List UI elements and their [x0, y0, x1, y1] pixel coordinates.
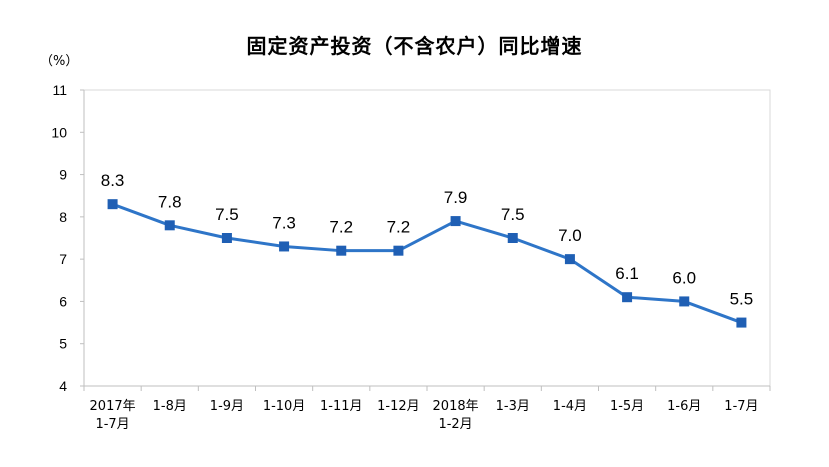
y-tick-label: 10 [51, 124, 67, 140]
data-point-marker [336, 245, 347, 256]
x-tick-label-line: 1-4月 [553, 399, 587, 414]
plot-area-frame [83, 89, 771, 387]
data-label: 7.0 [558, 226, 582, 245]
data-point-marker [679, 296, 690, 307]
x-tick-label: 1-7月 [724, 399, 758, 414]
data-labels-group: 8.3 7.8 7.5 7.3 7.2 7.2 7.9 7.5 7.0 6.1 6.0 5.5 [101, 171, 753, 308]
data-label: 7.2 [387, 218, 411, 237]
x-tick-label: 1-8月 [153, 399, 187, 414]
data-point-marker [507, 233, 518, 243]
x-tick-label: 1-4月 [553, 399, 587, 414]
y-axis-unit-label: （%） [40, 54, 79, 69]
series-group [107, 199, 747, 328]
data-point-marker [450, 216, 461, 227]
data-point-marker [622, 292, 633, 303]
x-tick-label-line: 1-7月 [724, 399, 758, 414]
x-tick-label-line: 2018年 [433, 399, 479, 414]
data-label: 7.5 [215, 205, 239, 224]
data-label: 8.3 [101, 171, 125, 190]
x-tick-label-line: 1-9月 [210, 399, 244, 414]
data-label: 7.3 [272, 213, 296, 232]
data-label: 7.2 [329, 218, 353, 237]
y-tick-label: 11 [52, 82, 67, 98]
data-label: 6.0 [672, 268, 696, 287]
data-point-marker [736, 317, 747, 328]
x-tick-label: 2018年 1-2月 [433, 399, 479, 432]
data-point-marker [393, 245, 404, 256]
y-tick-label: 9 [59, 167, 67, 183]
x-tick-label: 1-10月 [263, 399, 306, 414]
y-tick-label: 7 [59, 251, 67, 267]
x-tick-label: 1-6月 [667, 399, 701, 414]
data-label: 6.1 [615, 264, 639, 283]
y-tick-label: 4 [59, 378, 67, 394]
chart-title: 固定资产投资（不含农户）同比增速 [246, 34, 583, 58]
x-tick-label: 1-12月 [377, 399, 420, 414]
x-tick-label: 1-5月 [610, 399, 644, 414]
data-point-marker [107, 199, 118, 210]
x-tick-label-line: 1-5月 [610, 399, 644, 414]
x-tick-label: 2017年 1-7月 [90, 399, 136, 432]
data-label: 5.5 [730, 290, 754, 309]
series-line [112, 202, 742, 324]
data-point-marker [564, 254, 575, 265]
x-tick-label-line: 1-2月 [438, 417, 472, 432]
y-tick-label: 5 [59, 336, 67, 352]
x-tick-label-line: 1-3月 [496, 399, 530, 414]
data-label: 7.8 [158, 192, 182, 211]
x-tick-label-line: 1-7月 [95, 417, 129, 432]
x-tick-label: 1-9月 [210, 399, 244, 414]
y-tick-label: 6 [59, 293, 67, 309]
x-tick-label: 1-3月 [496, 399, 530, 414]
x-tick-label-line: 2017年 [90, 399, 136, 414]
data-label: 7.5 [501, 205, 525, 224]
x-tick-label-line: 1-11月 [320, 399, 363, 414]
data-label: 7.9 [444, 188, 468, 207]
x-tick-label-line: 1-10月 [263, 399, 306, 414]
data-point-marker [164, 220, 175, 231]
data-point-marker [221, 233, 232, 243]
x-tick-label-line: 1-12月 [377, 399, 420, 414]
axes-group: 4 5 6 7 8 9 10 11 2017年 1-7月 1-8月 1-9月 1-10月 1-11月 1-1… [51, 82, 771, 432]
x-tick-label-line: 1-8月 [153, 399, 187, 414]
y-tick-label: 8 [59, 209, 67, 225]
x-tick-label-line: 1-6月 [667, 399, 701, 414]
data-point-marker [279, 241, 290, 252]
x-tick-label: 1-11月 [320, 399, 363, 414]
